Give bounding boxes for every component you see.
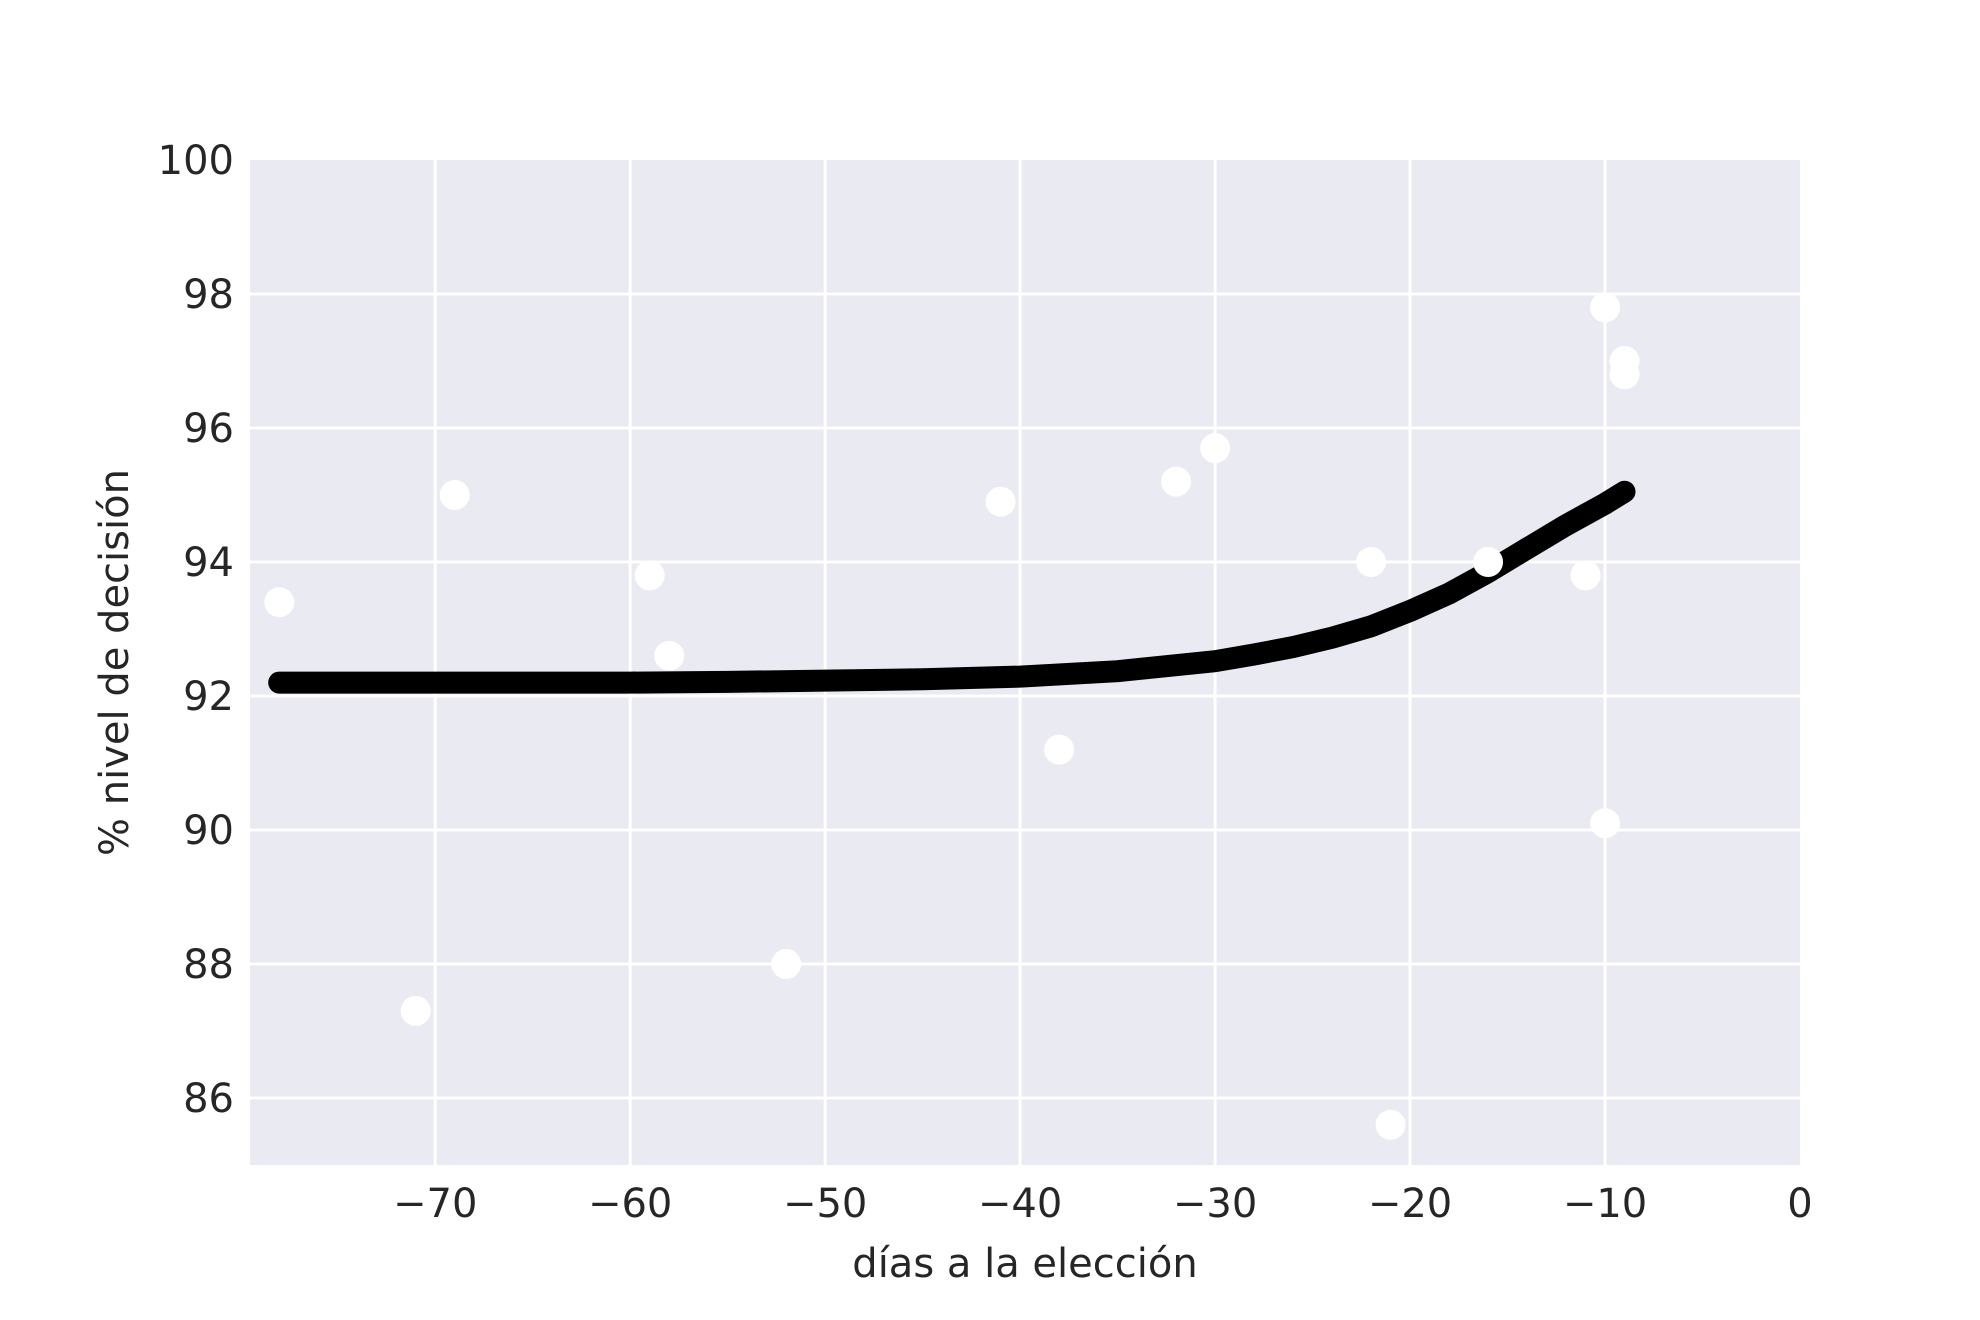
x-tick-label: 0 <box>1787 1181 1812 1227</box>
y-axis-label: % nivel de decisión <box>92 469 138 856</box>
data-point <box>985 486 1016 517</box>
data-point <box>1375 1109 1406 1140</box>
data-point <box>634 560 665 591</box>
y-tick-label: 92 <box>183 674 234 720</box>
data-point <box>264 587 295 618</box>
x-axis-label: días a la elección <box>852 1241 1197 1287</box>
fit-line-layer <box>268 480 1636 694</box>
data-point <box>1609 359 1640 390</box>
y-tick-label: 88 <box>183 942 234 988</box>
data-point <box>1590 292 1621 323</box>
data-point <box>439 480 470 510</box>
fit-line <box>268 480 1636 694</box>
x-tick-label: −30 <box>1173 1181 1257 1227</box>
data-point <box>1590 808 1621 839</box>
data-points <box>264 292 1640 1140</box>
y-tick-labels: 86 88 90 92 94 96 98 100 <box>158 138 234 1122</box>
data-point <box>771 949 802 979</box>
x-tick-label: −10 <box>1563 1181 1647 1227</box>
x-tick-label: −20 <box>1368 1181 1452 1227</box>
data-point <box>1161 466 1192 497</box>
x-tick-label: −50 <box>783 1181 867 1227</box>
y-tick-label: 90 <box>183 808 234 854</box>
data-point <box>1356 547 1387 577</box>
y-tick-label: 98 <box>183 272 234 318</box>
data-point <box>1473 547 1504 577</box>
x-tick-labels: −70 −60 −50 −40 −30 −20 −10 0 <box>393 1181 1813 1227</box>
y-tick-label: 100 <box>158 138 234 184</box>
data-point <box>1570 560 1601 591</box>
y-tick-label: 94 <box>183 540 234 586</box>
x-tick-label: −60 <box>588 1181 672 1227</box>
data-point <box>654 640 685 671</box>
x-tick-label: −70 <box>393 1181 477 1227</box>
y-tick-label: 86 <box>183 1076 234 1122</box>
data-point <box>1200 433 1231 464</box>
x-tick-label: −40 <box>978 1181 1062 1227</box>
data-point <box>1044 734 1075 765</box>
y-tick-label: 96 <box>183 406 234 452</box>
data-point <box>400 995 431 1026</box>
plot-background <box>250 160 1800 1165</box>
